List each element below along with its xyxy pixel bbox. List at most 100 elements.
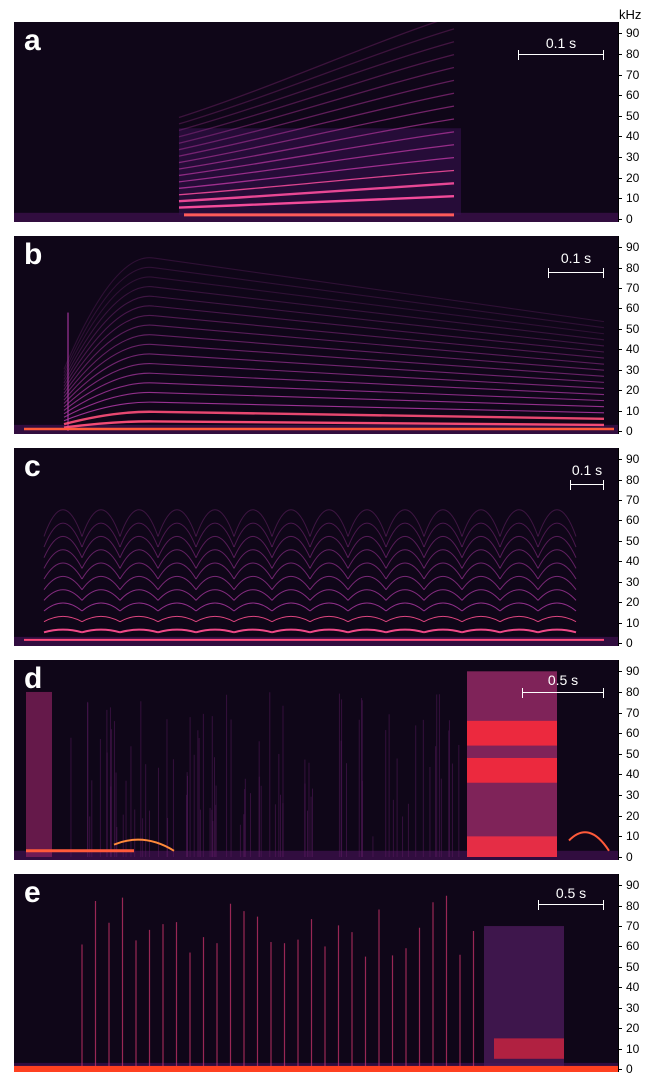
axis-tick: [618, 288, 622, 290]
axis-tick-label: 60: [626, 513, 640, 528]
axis-tick-label: 70: [626, 67, 640, 82]
axis-tick: [618, 691, 622, 693]
axis-tick: [618, 987, 622, 989]
axis-tick: [618, 74, 622, 76]
axis-tick-label: 70: [626, 281, 640, 296]
axis-tick-label: 0: [626, 636, 633, 650]
axis-tick-label: 90: [626, 878, 640, 893]
time-scale-bar: [538, 900, 604, 910]
frequency-axis-d: 0 10 20 30 40 50 60 70 80 90: [618, 660, 657, 864]
axis-tick-label: 90: [626, 26, 640, 41]
axis-tick-label: 30: [626, 1000, 640, 1015]
axis-tick: [618, 410, 622, 412]
axis-tick: [618, 198, 622, 200]
axis-tick: [618, 369, 622, 371]
time-scale-bar: [518, 50, 604, 60]
axis-tick: [618, 795, 622, 797]
axis-tick-label: 90: [626, 664, 640, 679]
frequency-axis-a: 0 10 20 30 40 50 60 70 80 90: [618, 22, 657, 225]
axis-tick-label: 80: [626, 260, 640, 275]
axis-tick: [618, 1048, 622, 1050]
axis-tick: [618, 815, 622, 817]
axis-tick: [618, 328, 622, 330]
axis-tick-label: 40: [626, 767, 640, 782]
axis-tick: [618, 53, 622, 55]
axis-tick-label: 70: [626, 705, 640, 720]
axis-tick: [618, 479, 622, 481]
axis-tick: [618, 926, 622, 928]
frequency-unit-label: kHz: [619, 7, 642, 22]
spectrogram-panel-b: b 0.1 s: [14, 236, 618, 434]
axis-tick-label: 50: [626, 959, 640, 974]
axis-tick: [618, 95, 622, 97]
axis-tick-label: 80: [626, 684, 640, 699]
axis-tick-label: 70: [626, 493, 640, 508]
scale-bar-label: 0.5 s: [555, 885, 587, 901]
axis-tick-label: 60: [626, 301, 640, 316]
axis-tick: [618, 390, 622, 392]
axis-tick: [618, 733, 622, 735]
axis-tick: [618, 966, 622, 968]
axis-tick: [618, 905, 622, 907]
axis-tick: [618, 836, 622, 838]
axis-tick-label: 40: [626, 342, 640, 357]
axis-tick: [618, 349, 622, 351]
panel-letter: d: [24, 662, 43, 695]
axis-spine: [618, 874, 619, 1072]
axis-tick-label: 30: [626, 574, 640, 589]
axis-tick-label: 30: [626, 362, 640, 377]
scale-bar-label: 0.5 s: [547, 672, 579, 688]
axis-tick: [618, 753, 622, 755]
frequency-axis-e: 0 10 20 30 40 50 60 70 80 90: [618, 874, 657, 1075]
axis-tick: [618, 774, 622, 776]
axis-tick: [618, 885, 622, 887]
axis-tick: [618, 431, 622, 432]
axis-tick: [618, 622, 622, 624]
axis-tick-label: 60: [626, 939, 640, 954]
scale-bar-label: 0.1 s: [545, 35, 577, 51]
axis-tick: [618, 267, 622, 269]
axis-tick-label: 80: [626, 46, 640, 61]
axis-tick-label: 20: [626, 1021, 640, 1036]
axis-tick: [618, 219, 622, 220]
axis-tick-label: 10: [626, 403, 640, 418]
frequency-axis-b: 0 10 20 30 40 50 60 70 80 90: [618, 236, 657, 437]
axis-tick: [618, 561, 622, 563]
axis-tick: [618, 946, 622, 948]
axis-tick-label: 90: [626, 240, 640, 255]
axis-tick: [618, 602, 622, 604]
axis-tick-label: 40: [626, 980, 640, 995]
axis-spine: [618, 660, 619, 860]
panel-letter: a: [24, 24, 41, 57]
axis-tick: [618, 33, 622, 35]
axis-tick: [618, 459, 622, 461]
axis-tick-label: 50: [626, 321, 640, 336]
time-scale-bar: [522, 688, 604, 698]
spectrogram-image-c: [14, 448, 618, 646]
spectrogram-panel-e: e 0.5 s: [14, 874, 618, 1072]
axis-tick: [618, 500, 622, 502]
axis-tick-label: 20: [626, 808, 640, 823]
axis-tick-label: 80: [626, 472, 640, 487]
spectrogram-image-a: [14, 22, 618, 222]
axis-tick-label: 50: [626, 533, 640, 548]
axis-tick-label: 20: [626, 170, 640, 185]
spectrogram-panel-a: a 0.1 s: [14, 22, 618, 222]
axis-tick-label: 70: [626, 919, 640, 934]
axis-tick-label: 60: [626, 88, 640, 103]
axis-tick: [618, 1007, 622, 1009]
axis-tick-label: 0: [626, 850, 633, 864]
axis-tick: [618, 712, 622, 714]
frequency-axis-c: 0 10 20 30 40 50 60 70 80 90: [618, 448, 657, 650]
axis-tick: [618, 520, 622, 522]
spectrogram-panel-c: c 0.1 s: [14, 448, 618, 646]
axis-tick-label: 10: [626, 1041, 640, 1056]
axis-tick: [618, 247, 622, 249]
axis-tick-label: 90: [626, 452, 640, 467]
scale-bar-label: 0.1 s: [571, 462, 603, 478]
axis-tick: [618, 177, 622, 179]
axis-tick-label: 50: [626, 108, 640, 123]
spectrogram-image-b: [14, 236, 618, 434]
axis-tick: [618, 671, 622, 673]
axis-tick: [618, 540, 622, 542]
